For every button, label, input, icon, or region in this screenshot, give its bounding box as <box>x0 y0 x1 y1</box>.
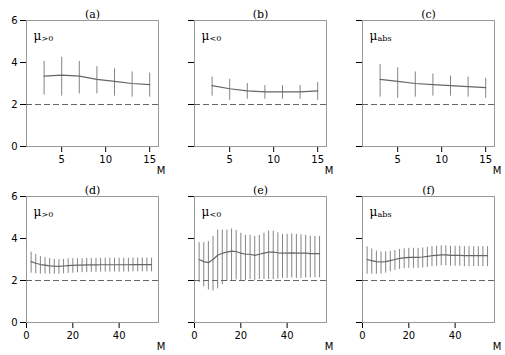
svg-text:>0: >0 <box>42 34 54 43</box>
svg-text:abs: abs <box>378 34 392 43</box>
svg-text:5: 5 <box>59 154 65 165</box>
svg-text:20: 20 <box>402 330 415 341</box>
svg-text:M: M <box>157 165 166 176</box>
svg-text:15: 15 <box>311 154 324 165</box>
svg-text:10: 10 <box>267 154 280 165</box>
svg-text:0: 0 <box>23 330 29 341</box>
svg-text:0: 0 <box>191 330 197 341</box>
svg-text:(e): (e) <box>253 184 268 197</box>
svg-text:2: 2 <box>11 99 17 110</box>
svg-text:5: 5 <box>227 154 233 165</box>
svg-text:M: M <box>493 341 502 352</box>
svg-text:6: 6 <box>11 15 17 26</box>
svg-text:10: 10 <box>435 154 448 165</box>
svg-text:0: 0 <box>11 141 17 152</box>
svg-text:5: 5 <box>395 154 401 165</box>
svg-text:μ: μ <box>202 205 210 219</box>
svg-text:15: 15 <box>143 154 156 165</box>
svg-text:40: 40 <box>113 330 126 341</box>
svg-text:<0: <0 <box>210 210 222 219</box>
svg-text:M: M <box>493 165 502 176</box>
svg-text:0: 0 <box>11 317 17 328</box>
svg-text:>0: >0 <box>42 210 54 219</box>
svg-text:15: 15 <box>479 154 492 165</box>
svg-text:M: M <box>325 341 334 352</box>
svg-text:40: 40 <box>449 330 462 341</box>
svg-text:abs: abs <box>378 210 392 219</box>
svg-text:μ: μ <box>370 205 378 219</box>
svg-text:μ: μ <box>202 29 210 43</box>
svg-text:20: 20 <box>234 330 247 341</box>
svg-text:0: 0 <box>359 330 365 341</box>
svg-text:M: M <box>157 341 166 352</box>
svg-text:(d): (d) <box>85 184 101 197</box>
svg-text:<0: <0 <box>210 34 222 43</box>
svg-text:(b): (b) <box>253 8 269 21</box>
svg-text:μ: μ <box>34 29 42 43</box>
svg-text:4: 4 <box>11 233 17 244</box>
svg-text:(c): (c) <box>421 8 436 21</box>
svg-text:(f): (f) <box>422 184 435 197</box>
svg-text:μ: μ <box>34 205 42 219</box>
svg-text:μ: μ <box>370 29 378 43</box>
svg-text:20: 20 <box>66 330 79 341</box>
svg-text:2: 2 <box>11 275 17 286</box>
svg-text:4: 4 <box>11 57 17 68</box>
svg-text:6: 6 <box>11 191 17 202</box>
svg-text:40: 40 <box>281 330 294 341</box>
svg-text:10: 10 <box>99 154 112 165</box>
svg-text:M: M <box>325 165 334 176</box>
svg-text:(a): (a) <box>85 8 100 21</box>
